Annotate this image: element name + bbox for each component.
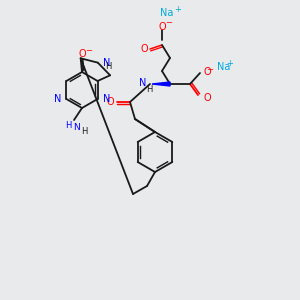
- Text: N: N: [54, 94, 62, 104]
- Text: O: O: [106, 97, 114, 107]
- Text: −: −: [85, 46, 92, 56]
- Text: N: N: [139, 78, 146, 88]
- Text: O: O: [203, 93, 211, 103]
- Text: −: −: [206, 65, 214, 74]
- Text: N: N: [103, 94, 110, 104]
- Text: −: −: [166, 19, 172, 28]
- Text: Na: Na: [160, 8, 173, 18]
- Text: H: H: [106, 62, 112, 71]
- Text: +: +: [175, 4, 182, 14]
- Polygon shape: [152, 82, 170, 86]
- Text: N: N: [103, 58, 110, 68]
- Text: H: H: [64, 121, 71, 130]
- Text: O: O: [203, 67, 211, 77]
- Text: O: O: [140, 44, 148, 54]
- Text: Na: Na: [217, 62, 230, 72]
- Text: O: O: [78, 49, 86, 59]
- Text: H: H: [146, 85, 152, 94]
- Text: H: H: [81, 127, 87, 136]
- Text: O: O: [158, 22, 166, 32]
- Text: N: N: [73, 122, 80, 131]
- Text: +: +: [226, 59, 233, 68]
